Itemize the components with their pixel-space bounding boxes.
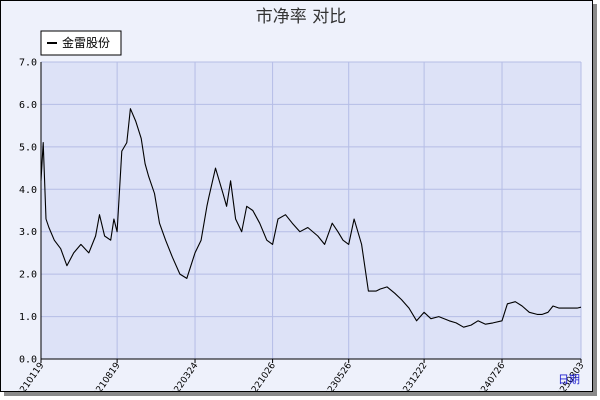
y-tick-label: 2.0 — [19, 270, 37, 281]
y-tick-label: 7.0 — [19, 58, 37, 69]
y-tick-label: 1.0 — [19, 312, 37, 323]
y-tick-label: 3.0 — [19, 227, 37, 238]
x-tick-label: 20240726 — [473, 361, 508, 391]
y-tick-label: 4.0 — [19, 185, 37, 196]
axes — [40, 62, 582, 363]
legend: 金雷股份 — [40, 30, 122, 56]
plot-area — [41, 62, 581, 359]
chart-frame: 0.0 1.0 2.0 3.0 4.0 5.0 6.0 7.0 20210119 20210819… — [0, 0, 593, 392]
series-layer — [40, 108, 582, 328]
x-tick-label: 20230526 — [320, 361, 355, 391]
y-tick-label: 0.0 — [19, 355, 37, 366]
series-line — [40, 108, 582, 328]
legend-label: 金雷股份 — [62, 35, 110, 50]
grid — [40, 61, 582, 360]
y-tick-label: 6.0 — [19, 100, 37, 111]
x-tick-label: 20210819 — [88, 361, 123, 391]
x-tick-label: 20221026 — [244, 361, 279, 391]
x-axis-label: 日期 — [558, 373, 580, 386]
y-tick-label: 5.0 — [19, 142, 37, 153]
chart-title: 市净率 对比 — [256, 7, 346, 27]
x-tick-label: 20220324 — [166, 361, 201, 391]
x-tick-label: 20231222 — [395, 361, 429, 391]
